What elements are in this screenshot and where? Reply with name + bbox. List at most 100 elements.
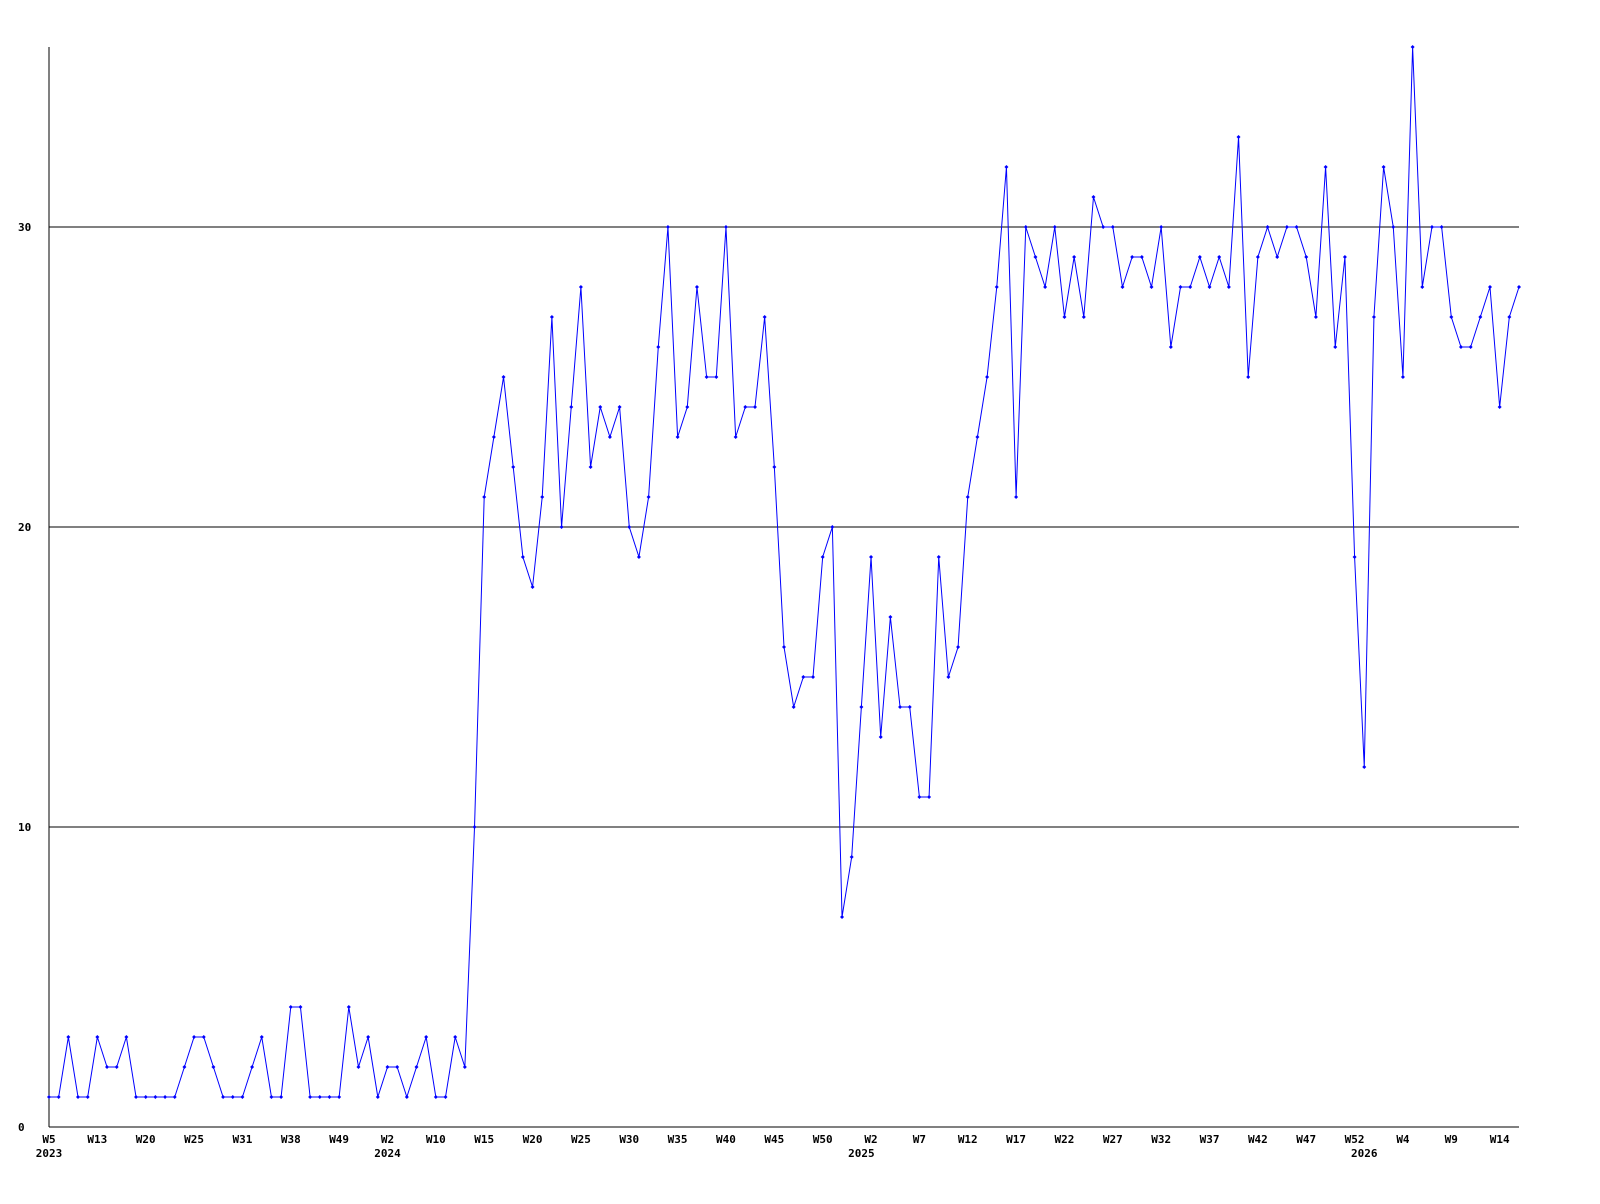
year-label: 2024 [374,1147,401,1160]
data-point [878,735,883,739]
data-point [1226,285,1231,289]
data-point [1429,225,1434,229]
x-tick-label: W17 [1006,1133,1026,1146]
data-point [646,495,651,499]
data-point [1352,555,1357,559]
data-point [733,435,738,439]
data-point [1091,195,1096,199]
data-point [1468,345,1473,349]
data-point [782,645,786,649]
x-tick-label: W2 [864,1133,877,1146]
data-point [230,1095,235,1099]
data-point [259,1035,264,1039]
data-point [704,375,709,379]
data-point [143,1095,148,1099]
data-point [714,375,719,379]
x-tick-label: W4 [1396,1133,1410,1146]
x-tick-label: W32 [1151,1133,1171,1146]
data-point [453,1035,458,1039]
data-point [569,405,574,409]
data-point [424,1035,429,1039]
data-point [250,1065,255,1069]
data-point [1197,255,1202,259]
x-tick-label: W20 [523,1133,543,1146]
x-tick-label: W35 [668,1133,688,1146]
data-point [811,675,816,679]
data-point [907,705,912,709]
data-point [1033,255,1038,259]
data-point [1342,255,1347,259]
data-point [520,555,525,559]
data-point [588,465,593,469]
data-point [1101,225,1106,229]
data-point [1043,285,1048,289]
data-point [540,495,545,499]
data-point [840,915,845,919]
data-point [1410,45,1415,49]
data-point [1110,225,1115,229]
data-point [1159,225,1164,229]
x-tick-label: W10 [426,1133,446,1146]
y-tick-label: 30 [18,221,31,234]
x-tick-label: W31 [232,1133,252,1146]
data-point [791,705,796,709]
data-point [685,405,690,409]
data-line [49,46,1520,1099]
data-point [975,435,980,439]
data-point [1507,315,1512,319]
year-label: 2025 [848,1147,875,1160]
data-point [1517,285,1521,289]
x-tick-label: W5 [42,1133,55,1146]
data-point [85,1095,90,1099]
data-point [965,495,970,499]
data-point [675,435,680,439]
data-point [201,1035,206,1039]
data-point [211,1065,216,1069]
data-point [1458,345,1463,349]
data-point [956,645,961,649]
data-point [1420,285,1425,289]
data-point [801,675,806,679]
data-point [385,1065,390,1069]
data-point [134,1095,139,1099]
year-label: 2026 [1351,1147,1378,1160]
data-point [47,1095,51,1099]
x-tick-label: W25 [571,1133,591,1146]
data-point [1236,135,1241,139]
data-point [443,1095,448,1099]
data-point [859,705,864,709]
data-point [240,1095,245,1099]
data-point [694,285,699,289]
x-tick-label: W25 [184,1133,204,1146]
x-tick-label: W30 [619,1133,639,1146]
data-point [66,1035,71,1039]
data-point [124,1035,129,1039]
data-point [1130,255,1135,259]
data-point [1487,285,1492,289]
data-point [927,795,932,799]
x-tick-label: W22 [1055,1133,1075,1146]
data-point [656,345,661,349]
data-point [221,1095,226,1099]
data-point [346,1005,351,1009]
data-point [433,1095,438,1099]
data-point [936,555,941,559]
data-point [482,495,487,499]
data-point [56,1095,61,1099]
y-tick-label: 20 [18,521,31,534]
data-point [830,525,835,529]
data-point [665,225,670,229]
data-point [1333,345,1338,349]
x-tick-label: W14 [1490,1133,1510,1146]
data-point [337,1095,342,1099]
x-tick-label: W50 [813,1133,833,1146]
data-point [1168,345,1173,349]
data-point [1294,225,1299,229]
y-tick-label: 10 [18,821,31,834]
data-point [636,555,641,559]
data-point [549,315,554,319]
data-point [762,315,767,319]
data-point [1178,285,1183,289]
